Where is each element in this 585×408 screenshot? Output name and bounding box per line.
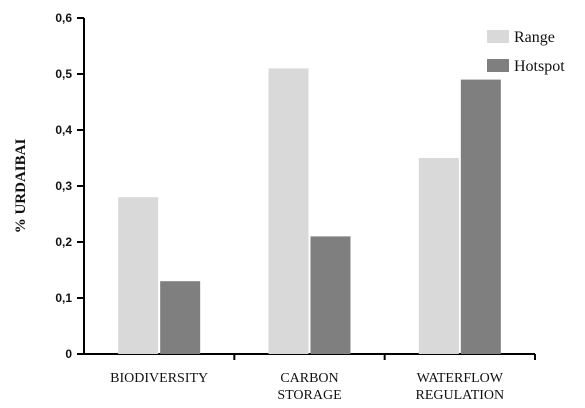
bar-range-1 [118, 197, 159, 354]
bar-hotspot-3 [460, 79, 501, 354]
legend-label-range: Range [514, 29, 555, 46]
x-category-label: WATERFLOW REGULATION [416, 371, 505, 403]
legend-swatch-range [487, 30, 509, 43]
legend-label-hotspot: Hotspot [514, 58, 565, 75]
bar-hotspot-1 [160, 281, 201, 354]
y-axis-title: % URDAIBAI [13, 139, 29, 234]
y-tick-label: 0,2 [55, 235, 72, 249]
y-tick-label: 0 [65, 347, 72, 361]
x-category-label: BIODIVERSITY [110, 371, 208, 386]
x-category-label: CARBON STORAGE [277, 371, 341, 403]
bar-range-3 [418, 158, 459, 354]
y-tick-label: 0,5 [55, 67, 72, 81]
legend-swatch-hotspot [487, 59, 509, 72]
y-tick-label: 0,6 [55, 11, 72, 25]
y-tick-label: 0,3 [55, 179, 72, 193]
legend: Range Hotspot [487, 29, 565, 75]
y-tick-label: 0,1 [55, 291, 72, 305]
bar-range-2 [268, 68, 309, 355]
y-tick-label: 0,4 [55, 123, 72, 137]
y-ticks: 0 0,1 0,2 0,3 0,4 0,5 0,6 [55, 11, 536, 361]
bars [118, 68, 501, 355]
bar-hotspot-2 [310, 236, 351, 354]
category-labels: BIODIVERSITY CARBON STORAGE WATERFLOW REGULA… [110, 371, 504, 403]
